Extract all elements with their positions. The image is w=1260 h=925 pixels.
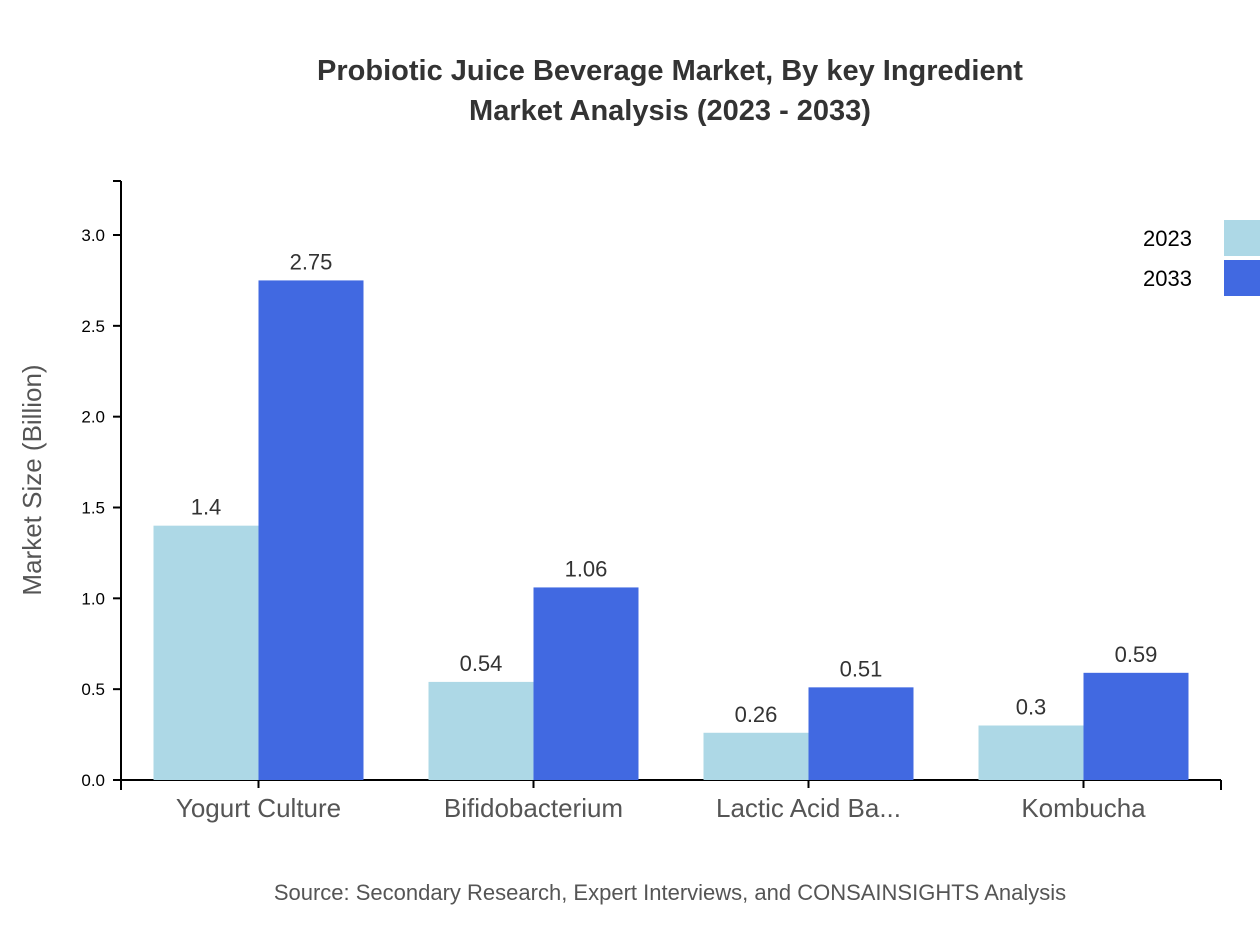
bar-2033	[1083, 672, 1189, 780]
x-tick-label: Kombucha	[1021, 793, 1146, 823]
bar-2033	[533, 587, 639, 780]
y-tick-label: 2.5	[81, 317, 105, 336]
data-label: 0.54	[460, 651, 503, 676]
y-tick-label: 1.5	[81, 499, 105, 518]
legend-swatch	[1224, 220, 1260, 256]
data-label: 0.3	[1016, 695, 1047, 720]
x-tick-label: Lactic Acid Ba...	[716, 793, 901, 823]
data-label: 0.59	[1115, 642, 1158, 667]
source-note: Source: Secondary Research, Expert Inter…	[274, 880, 1066, 905]
x-tick-label: Bifidobacterium	[444, 793, 623, 823]
data-label: 1.06	[565, 556, 608, 581]
data-label: 0.26	[735, 702, 778, 727]
legend-swatch	[1224, 260, 1260, 296]
chart-title: Probiotic Juice Beverage Market, By key …	[317, 55, 1023, 87]
bar-2023	[428, 681, 534, 780]
bar-2033	[808, 687, 914, 780]
y-tick-label: 3.0	[81, 226, 105, 245]
bar-2023	[703, 732, 809, 780]
x-tick-label: Yogurt Culture	[176, 793, 341, 823]
bar-2023	[978, 725, 1084, 780]
bar-2033	[258, 280, 364, 780]
data-label: 1.4	[191, 495, 222, 520]
chart-subtitle: Market Analysis (2023 - 2033)	[469, 95, 871, 127]
bar-2023	[153, 525, 259, 780]
data-label: 2.75	[290, 249, 333, 274]
legend-label: 2023	[1143, 226, 1192, 251]
data-label: 0.51	[840, 656, 883, 681]
y-tick-label: 2.0	[81, 408, 105, 427]
y-tick-label: 0.0	[81, 771, 105, 790]
y-axis-label: Market Size (Billion)	[17, 364, 47, 595]
y-tick-label: 0.5	[81, 680, 105, 699]
y-tick-label: 1.0	[81, 589, 105, 608]
legend-label: 2033	[1143, 266, 1192, 291]
